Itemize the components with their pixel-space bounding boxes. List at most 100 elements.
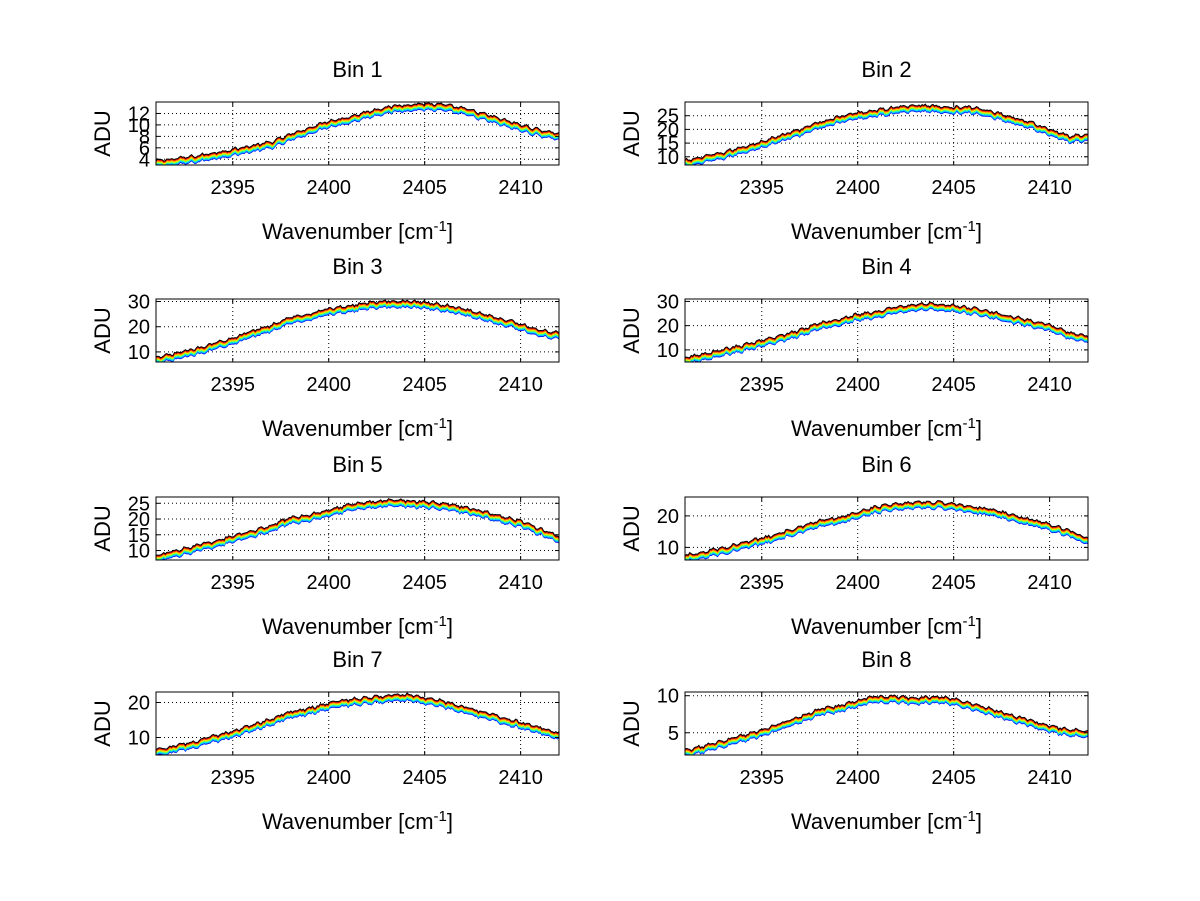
x-tick-label: 2400 — [306, 374, 351, 396]
y-tick-label: 20 — [128, 693, 150, 715]
x-axis-label: Wavenumber [cm-1] — [791, 415, 982, 442]
series-line — [155, 300, 560, 360]
axes-frame — [684, 298, 1089, 363]
x-tick-label: 2395 — [211, 177, 256, 199]
series-line — [685, 505, 1089, 561]
x-tick-label: 2395 — [740, 572, 785, 594]
series-line — [684, 104, 1089, 163]
x-tick-label: 2405 — [402, 767, 447, 789]
y-tick-label: 6 — [139, 138, 150, 160]
y-tick-label: 10 — [657, 147, 679, 169]
x-axis-label: Wavenumber [cm-1] — [262, 218, 453, 245]
panel-title: Bin 1 — [332, 57, 382, 82]
series-line — [155, 302, 560, 362]
x-tick-label: 2405 — [931, 767, 976, 789]
x-tick-label: 2400 — [835, 374, 880, 396]
y-tick-label: 25 — [128, 493, 150, 515]
y-axis-label: ADU — [619, 505, 644, 551]
series-line — [155, 697, 560, 756]
series-line — [684, 499, 1089, 557]
series-line — [155, 107, 560, 166]
series-line — [684, 695, 1089, 753]
chart-panel-7: 2395 2400 2405 2410 10 20 Bin 7 Wavenumber [cm-… — [90, 647, 560, 835]
x-axis-label: Wavenumber [cm-1] — [791, 613, 982, 640]
series-line — [684, 503, 1089, 560]
series-line — [155, 303, 560, 363]
series-line — [155, 693, 560, 752]
series-line — [155, 108, 560, 166]
axes-frame — [155, 101, 560, 166]
x-tick-label: 2400 — [835, 177, 880, 199]
axes-frame — [684, 101, 1089, 166]
y-tick-label: 20 — [657, 316, 679, 338]
x-tick-label: 2410 — [1027, 767, 1072, 789]
series-line — [155, 105, 560, 166]
y-axis-label: ADU — [619, 110, 644, 156]
series-line — [684, 108, 1088, 166]
panel-title: Bin 8 — [861, 647, 911, 672]
axes-frame — [155, 691, 560, 756]
y-tick-label: 12 — [128, 103, 150, 125]
x-tick-label: 2410 — [498, 572, 543, 594]
y-axis-label: ADU — [90, 110, 115, 156]
series-line — [155, 304, 560, 363]
x-tick-label: 2400 — [306, 767, 351, 789]
series-line — [684, 699, 1089, 756]
series-line — [684, 104, 1088, 164]
y-tick-label: 4 — [139, 149, 150, 171]
panel-title: Bin 2 — [861, 57, 911, 82]
series-line — [155, 102, 560, 162]
x-tick-label: 2400 — [835, 767, 880, 789]
y-tick-label: 25 — [657, 106, 679, 128]
x-tick-label: 2405 — [402, 572, 447, 594]
series-line — [684, 697, 1089, 755]
chart-panel-6: 2395 2400 2405 2410 10 20 Bin 6 Wavenumber [cm-… — [619, 452, 1089, 640]
series-line — [155, 695, 560, 754]
series-line — [684, 301, 1089, 359]
x-tick-label: 2410 — [1027, 177, 1072, 199]
y-tick-label: 20 — [128, 317, 150, 339]
y-tick-label: 20 — [657, 506, 679, 528]
x-tick-label: 2405 — [402, 374, 447, 396]
x-tick-label: 2395 — [740, 177, 785, 199]
x-tick-label: 2400 — [306, 572, 351, 594]
series-line — [155, 299, 560, 359]
series-line — [155, 300, 560, 360]
series-line — [155, 698, 560, 756]
y-tick-label: 10 — [657, 686, 679, 708]
y-tick-label: 10 — [128, 541, 150, 563]
y-tick-label: 5 — [668, 723, 679, 745]
y-tick-label: 15 — [128, 525, 150, 547]
x-tick-label: 2400 — [835, 572, 880, 594]
y-tick-label: 30 — [128, 292, 150, 314]
x-axis-label: Wavenumber [cm-1] — [791, 218, 982, 245]
series-line — [156, 305, 560, 363]
series-line — [155, 104, 560, 164]
y-tick-label: 10 — [657, 537, 679, 559]
x-tick-label: 2400 — [306, 177, 351, 199]
series-line — [684, 696, 1089, 754]
series-line — [155, 694, 560, 753]
series-line — [684, 107, 1089, 166]
axes-frame — [684, 691, 1089, 756]
y-tick-label: 10 — [657, 340, 679, 362]
y-axis-label: ADU — [619, 700, 644, 746]
series-line — [684, 505, 1089, 561]
y-axis-label: ADU — [90, 505, 115, 551]
series-line — [155, 301, 560, 361]
y-tick-label: 30 — [657, 291, 679, 313]
series-line — [684, 502, 1089, 560]
series-line — [684, 109, 1089, 166]
series-line — [684, 106, 1088, 165]
x-tick-label: 2410 — [498, 767, 543, 789]
chart-panel-3: 2395 2400 2405 2410 10 20 30 Bin 3 Wavenumber [c… — [90, 254, 560, 441]
panel-title: Bin 4 — [861, 254, 911, 279]
series-line — [684, 502, 1089, 559]
x-tick-label: 2395 — [211, 767, 256, 789]
y-tick-label: 10 — [128, 728, 150, 750]
x-axis-label: Wavenumber [cm-1] — [262, 613, 453, 640]
x-axis-label: Wavenumber [cm-1] — [262, 808, 453, 835]
